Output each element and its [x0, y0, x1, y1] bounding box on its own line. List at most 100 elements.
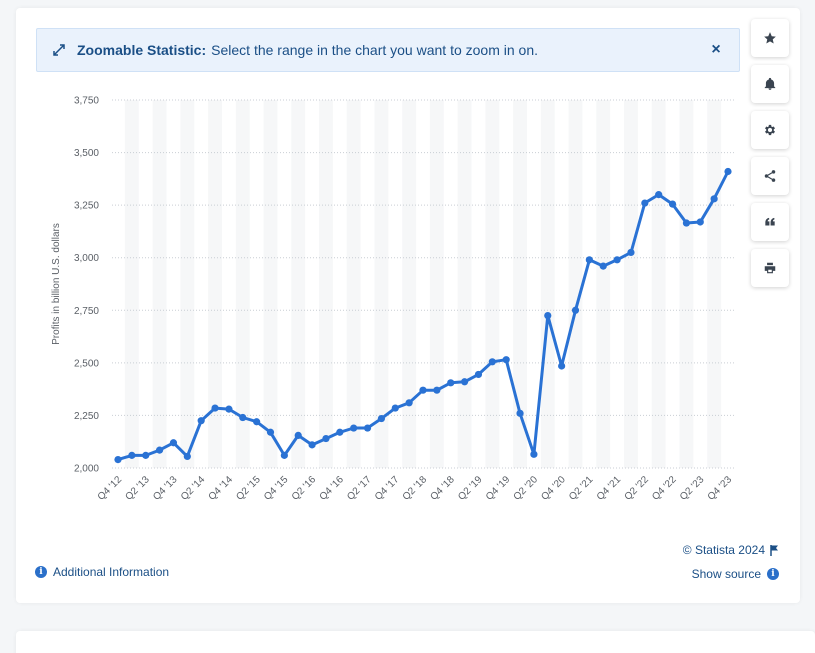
x-tick-label: Q2 '20	[512, 474, 541, 503]
settings-button[interactable]	[751, 111, 789, 149]
plot-band	[513, 100, 527, 468]
quote-icon	[765, 217, 775, 226]
banner-text: Select the range in the chart you want t…	[211, 42, 539, 58]
star-icon	[764, 32, 776, 44]
plot-band	[374, 100, 389, 468]
line-chart[interactable]: 2,000 2,250 2,500 2,750 3,000 3,250 3,500 3,750…	[0, 0, 745, 530]
data-point	[183, 452, 191, 461]
x-tick-label: Q2 '16	[290, 474, 319, 503]
y-tick-label: 3,750	[74, 96, 99, 107]
plot-band	[263, 100, 278, 468]
data-point	[114, 455, 122, 464]
data-point	[558, 362, 566, 370]
additional-info-link[interactable]: i Additional Information	[35, 565, 169, 579]
data-point	[530, 450, 538, 458]
copyright[interactable]: © Statista 2024	[683, 543, 779, 557]
data-point	[128, 451, 136, 459]
show-source-link[interactable]: Show source i	[692, 567, 779, 581]
x-tick-label: Q4 '22	[650, 474, 679, 503]
plot-band	[319, 100, 333, 468]
data-point	[433, 386, 441, 394]
star-button[interactable]	[751, 19, 789, 57]
data-point	[225, 405, 233, 413]
plot-band	[429, 100, 444, 468]
x-tick-label: Q2 '17	[345, 474, 374, 503]
plot-band	[402, 100, 417, 468]
data-point	[585, 256, 593, 264]
data-point	[571, 306, 580, 314]
share-icon	[764, 170, 776, 182]
data-point	[155, 446, 164, 454]
x-tick-label: Q4 '19	[484, 474, 513, 503]
x-tick-label: Q4 '14	[207, 474, 236, 503]
x-tick-label: Q2 '21	[567, 474, 596, 503]
x-tick-label: Q2 '13	[123, 474, 152, 503]
x-tick-label: Q4 '20	[539, 474, 568, 503]
copyright-text: © Statista 2024	[682, 543, 765, 557]
plot-band	[651, 100, 666, 468]
data-point	[253, 418, 261, 426]
plot-band	[346, 100, 361, 468]
plot-band	[235, 100, 250, 468]
expand-icon	[53, 44, 65, 56]
data-point	[391, 404, 399, 412]
x-tick-label: Q2 '23	[678, 474, 707, 503]
notification-button[interactable]	[751, 65, 789, 103]
plot-band	[596, 100, 611, 468]
plot-band	[540, 100, 555, 468]
share-button[interactable]	[751, 157, 789, 195]
x-tick-label: Q4 '18	[428, 474, 457, 503]
data-point	[502, 356, 510, 364]
flag-icon	[770, 544, 778, 556]
info-icon: i	[35, 566, 47, 578]
x-tick-label: Q4 '23	[706, 474, 735, 503]
gear-icon	[765, 124, 775, 136]
plot-band	[485, 100, 500, 468]
plot-band	[180, 100, 195, 468]
data-point	[308, 441, 316, 449]
data-point	[350, 424, 358, 432]
data-point	[682, 219, 691, 227]
info-icon: i	[767, 568, 779, 580]
plot-band	[707, 100, 722, 468]
x-tick-label: Q2 '22	[623, 474, 652, 503]
data-point	[266, 428, 275, 436]
next-card	[16, 631, 815, 653]
y-tick-label: 2,250	[74, 411, 99, 422]
additional-info-label: Additional Information	[53, 565, 170, 579]
data-point	[169, 439, 178, 447]
data-point	[710, 195, 718, 203]
x-tick-label: Q2 '15	[234, 474, 263, 503]
plot-band	[152, 100, 167, 468]
plot-band	[679, 100, 694, 468]
data-point	[516, 409, 524, 417]
print-icon	[764, 262, 776, 274]
plot-band	[457, 100, 472, 468]
show-source-label: Show source	[691, 567, 761, 581]
data-point	[613, 256, 621, 264]
data-point	[336, 428, 344, 436]
y-tick-label: 3,500	[74, 148, 99, 159]
plot-band	[208, 100, 222, 468]
data-point	[142, 451, 150, 459]
y-tick-label: 2,500	[74, 358, 99, 369]
y-tick-label: 2,000	[74, 464, 99, 475]
x-tick-label: Q2 '18	[401, 474, 430, 503]
data-point	[197, 417, 205, 425]
close-banner-button[interactable]: ×	[711, 41, 721, 58]
data-point	[627, 248, 635, 257]
y-tick-label: 3,000	[74, 253, 99, 264]
y-tick-label: 2,750	[74, 306, 99, 317]
x-tick-label: Q2 '14	[179, 474, 208, 503]
print-button[interactable]	[751, 249, 789, 287]
data-point	[294, 431, 302, 440]
data-point	[724, 167, 732, 176]
x-tick-label: Q4 '15	[262, 474, 291, 503]
data-point	[460, 378, 469, 386]
data-point	[474, 370, 483, 379]
data-point	[322, 434, 330, 443]
data-point	[599, 262, 607, 270]
x-tick-label: Q4 '12	[96, 474, 125, 503]
x-tick-label: Q4 '16	[318, 474, 347, 503]
cite-button[interactable]	[751, 203, 789, 241]
